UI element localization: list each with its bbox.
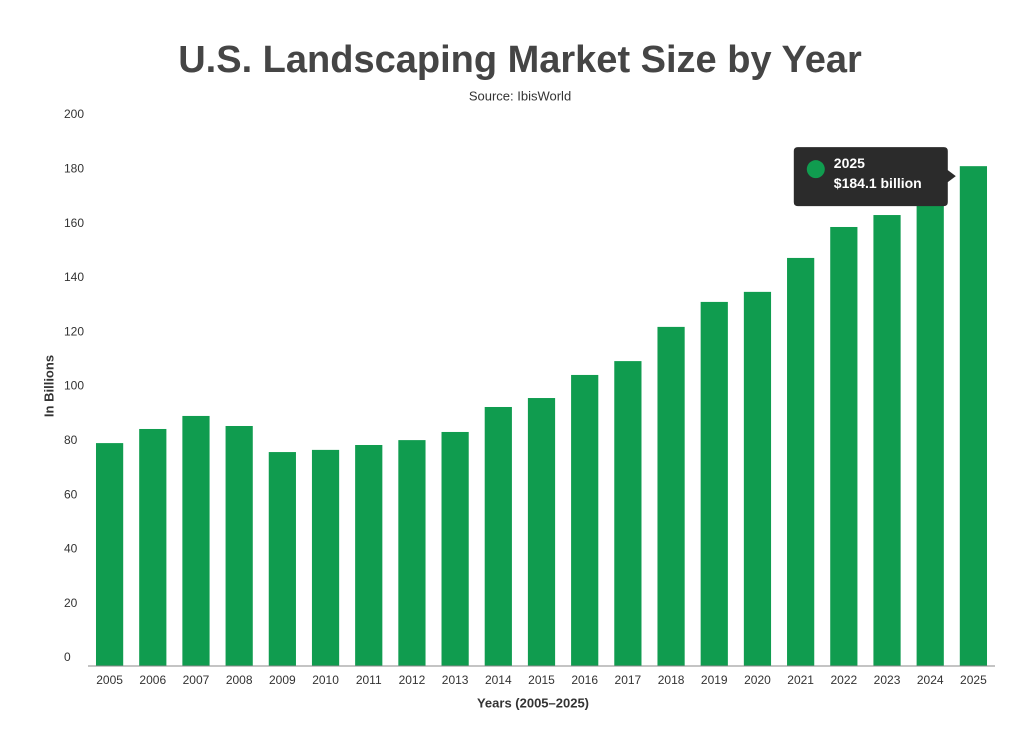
bar — [484, 406, 512, 666]
bar — [398, 440, 426, 666]
bar — [268, 452, 296, 666]
bar — [830, 226, 858, 666]
x-tick-label: 2013 — [442, 673, 469, 687]
x-tick-label: 2009 — [269, 673, 296, 687]
bar — [614, 361, 642, 666]
bar — [182, 415, 210, 666]
y-tick-label: 160 — [64, 216, 84, 230]
x-tick-label: 2022 — [830, 673, 857, 687]
bar — [527, 398, 556, 666]
bar — [743, 291, 772, 666]
bar — [225, 425, 253, 666]
x-tick-label: 2017 — [615, 673, 642, 687]
bar — [657, 326, 685, 666]
bar — [311, 449, 340, 666]
y-tick-label: 180 — [64, 161, 84, 175]
bar — [873, 215, 901, 666]
x-tick-label: 2012 — [399, 673, 426, 687]
bar — [959, 166, 988, 666]
x-tick-label: 2021 — [787, 673, 814, 687]
tooltip-box — [793, 147, 956, 207]
y-tick-label: 140 — [64, 270, 84, 284]
y-tick-label: 60 — [64, 487, 78, 501]
x-tick-label: 2019 — [701, 673, 728, 687]
x-tick-label: 2008 — [226, 673, 253, 687]
x-tick-label: 2025 — [960, 673, 987, 687]
x-tick-label: 2010 — [312, 673, 339, 687]
bar — [571, 374, 599, 666]
tooltip-marker — [806, 160, 825, 179]
y-tick-label: 100 — [64, 379, 84, 393]
x-axis-title: Years (2005–2025) — [477, 695, 589, 710]
bar — [441, 431, 469, 666]
bar — [95, 443, 124, 666]
x-tick-label: 2016 — [571, 673, 598, 687]
y-tick-label: 200 — [64, 107, 84, 121]
x-tick-label: 2007 — [183, 673, 210, 687]
chart-title: U.S. Landscaping Market Size by Year — [178, 39, 862, 81]
bar — [916, 190, 944, 666]
y-axis-title: In Billions — [41, 355, 56, 417]
x-tick-label: 2006 — [139, 673, 166, 687]
tooltip-title: 2025 — [834, 155, 865, 171]
x-tick-label: 2023 — [874, 673, 901, 687]
tooltip-text: $184.1 billion — [834, 175, 922, 191]
y-tick-label: 20 — [64, 596, 78, 610]
x-tick-label: 2011 — [356, 673, 382, 687]
y-tick-label: 40 — [64, 542, 78, 556]
x-tick-label: 2005 — [96, 673, 123, 687]
x-tick-label: 2020 — [744, 673, 771, 687]
x-tick-label: 2024 — [917, 673, 944, 687]
y-tick-label: 0 — [64, 650, 71, 664]
x-tick-label: 2015 — [528, 673, 555, 687]
y-tick-label: 80 — [64, 433, 78, 447]
bar — [700, 301, 728, 666]
x-tick-label: 2018 — [658, 673, 685, 687]
bar — [787, 257, 815, 666]
y-tick-label: 120 — [64, 324, 84, 338]
x-tick-label: 2014 — [485, 673, 512, 687]
chart-subtitle: Source: IbisWorld — [469, 88, 571, 103]
bar — [355, 444, 383, 666]
bar — [139, 428, 167, 666]
